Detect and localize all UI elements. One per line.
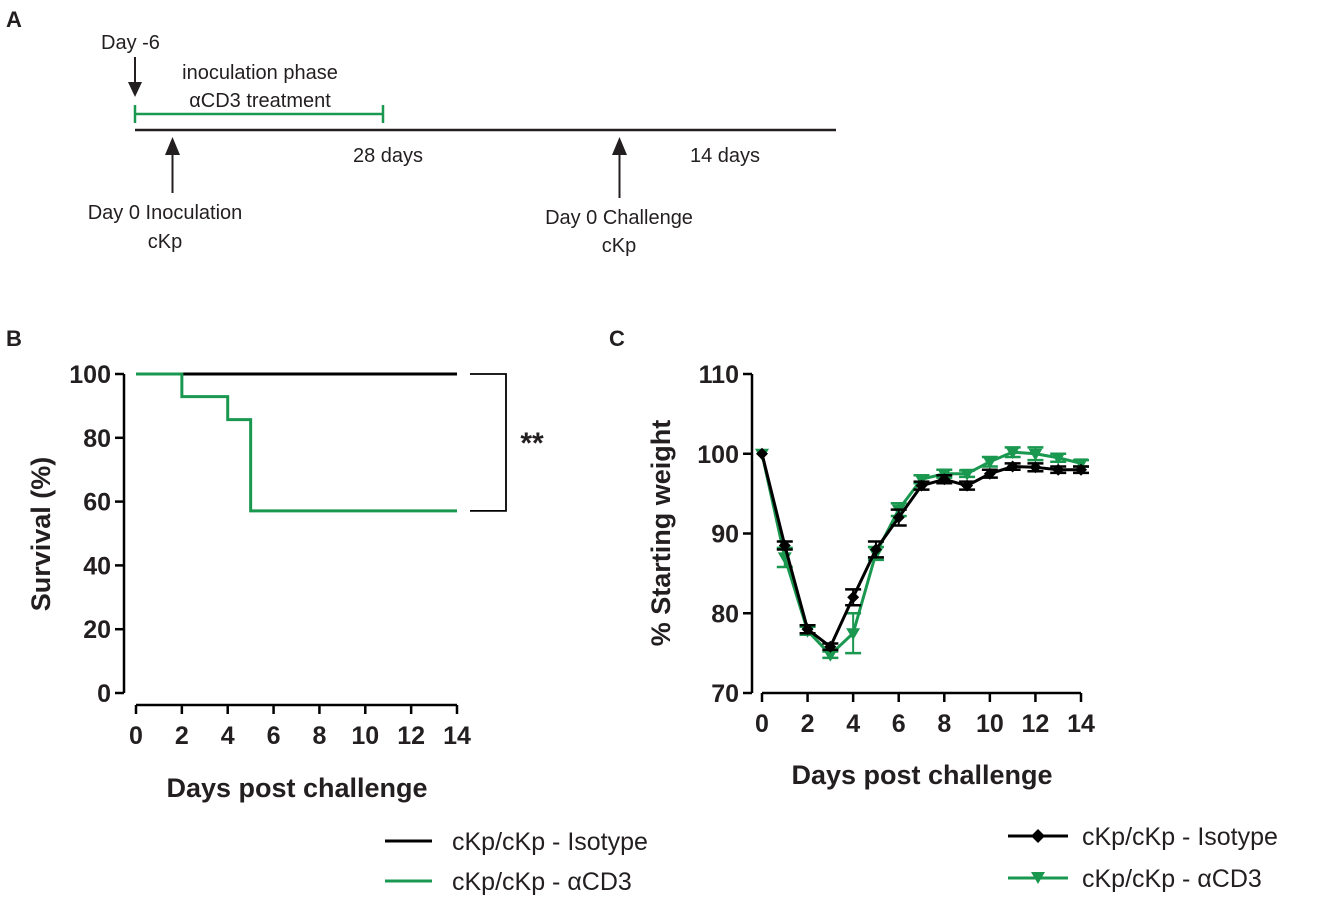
survival-y-tick-label: 60 [83, 489, 111, 517]
weight-point-ckp-ckp-isotype [915, 479, 928, 492]
weight-point-ckp-ckp-cd3 [1051, 452, 1066, 465]
weight-y-tick-label: 110 [699, 361, 739, 389]
day-minus6-label: Day -6 [101, 32, 160, 54]
significance-bracket [470, 373, 507, 512]
weight-point-ckp-ckp-cd3 [960, 468, 975, 481]
panel-b-label: B [6, 326, 22, 351]
inoculation-label-line1: Day 0 Inoculation [88, 202, 243, 224]
weight-point-ckp-ckp-cd3 [982, 456, 997, 469]
survival-legend-label-isotype: cKp/cKp - Isotype [452, 828, 648, 856]
weight-y-tick-label: 90 [711, 521, 739, 549]
day-minus6-arrow-head [128, 82, 142, 97]
survival-x-tick-label: 10 [351, 722, 379, 750]
weight-point-ckp-ckp-isotype [961, 479, 974, 492]
treatment-bar [133, 105, 385, 123]
survival-x-axis-label: Days post challenge [166, 773, 427, 803]
weight-x-tick-label: 10 [976, 710, 1004, 738]
survival-y-tick-label: 0 [97, 680, 111, 708]
weight-x-axis-label: Days post challenge [791, 760, 1052, 790]
treatment-label: αCD3 treatment [189, 90, 331, 112]
challenge-label-line2: cKp [602, 235, 636, 257]
weight-point-ckp-ckp-isotype [1052, 463, 1065, 476]
weight-point-ckp-ckp-cd3 [846, 628, 861, 641]
weight-point-ckp-ckp-isotype [778, 539, 791, 552]
survival-x-tick-label: 6 [267, 722, 281, 750]
panel-b: B Survival (%) Days post challenge ** cK… [6, 326, 648, 896]
panel-a-label: A [6, 7, 22, 32]
inoculation-label-line2: cKp [148, 231, 182, 253]
weight-point-ckp-ckp-isotype [824, 640, 837, 653]
panel-c: C % Starting weight Days post challenge … [609, 326, 1278, 893]
weight-point-ckp-ckp-cd3 [1028, 448, 1043, 461]
survival-x-tick-label: 8 [312, 722, 326, 750]
weight-x-tick-label: 8 [937, 710, 951, 738]
weight-legend-label-acd3: cKp/cKp - αCD3 [1082, 865, 1262, 893]
weight-y-tick-label: 70 [711, 680, 739, 708]
weight-legend-label-isotype: cKp/cKp - Isotype [1082, 823, 1278, 851]
weight-x-tick-label: 2 [801, 710, 815, 738]
weight-point-ckp-ckp-isotype [756, 447, 768, 460]
weight-point-ckp-ckp-isotype [869, 543, 882, 556]
survival-y-tick-label: 20 [83, 616, 111, 644]
weight-point-ckp-ckp-isotype [938, 473, 951, 486]
weight-point-ckp-ckp-cd3 [1005, 447, 1020, 460]
survival-y-tick-label: 40 [83, 552, 111, 580]
panel-a: A Day -6 inoculation phase αCD3 treatmen… [6, 7, 836, 257]
weight-legend-marker-acd3 [1031, 872, 1045, 884]
challenge-label-line1: Day 0 Challenge [545, 207, 693, 229]
weight-x-tick-label: 6 [892, 710, 906, 738]
survival-y-axis-label: Survival (%) [26, 457, 56, 612]
significance-marker: ** [520, 427, 544, 460]
weight-point-ckp-ckp-isotype [983, 467, 996, 480]
duration-14-days: 14 days [690, 145, 760, 167]
weight-y-tick-label: 80 [711, 600, 739, 628]
survival-legend-label-acd3: cKp/cKp - αCD3 [452, 868, 632, 896]
weight-point-ckp-ckp-isotype [1006, 460, 1019, 473]
weight-point-ckp-ckp-isotype [1075, 463, 1087, 476]
survival-legend: cKp/cKp - Isotype cKp/cKp - αCD3 [385, 828, 648, 896]
challenge-arrow-head [612, 137, 627, 155]
weight-legend-marker-isotype [1031, 829, 1045, 843]
survival-series-ckp-ckp-cd3 [136, 372, 457, 513]
weight-y-tick-label: 100 [697, 441, 739, 469]
weight-point-ckp-ckp-isotype [892, 511, 905, 524]
weight-point-ckp-ckp-isotype [801, 623, 814, 636]
weight-x-tick-label: 4 [846, 710, 860, 738]
inoculation-arrow-head [165, 137, 180, 155]
weight-x-tick-label: 12 [1022, 710, 1050, 738]
survival-x-tick-label: 14 [443, 722, 471, 750]
weight-y-axis-label: % Starting weight [646, 420, 676, 647]
panel-c-label: C [609, 326, 625, 351]
weight-point-ckp-ckp-isotype [847, 591, 860, 604]
weight-point-ckp-ckp-cd3 [823, 649, 838, 662]
weight-x-tick-label: 14 [1067, 710, 1095, 738]
survival-x-tick-label: 2 [175, 722, 189, 750]
survival-x-tick-label: 4 [221, 722, 235, 750]
survival-y-tick-label: 80 [83, 425, 111, 453]
weight-point-ckp-ckp-isotype [1029, 461, 1042, 474]
survival-x-tick-label: 12 [397, 722, 425, 750]
survival-y-tick-label: 100 [69, 361, 111, 389]
weight-legend: cKp/cKp - Isotype cKp/cKp - αCD3 [1008, 823, 1278, 893]
survival-x-tick-label: 0 [129, 722, 143, 750]
weight-x-tick-label: 0 [755, 710, 769, 738]
inoculation-phase-label: inoculation phase [182, 62, 338, 84]
duration-28-days: 28 days [353, 145, 423, 167]
